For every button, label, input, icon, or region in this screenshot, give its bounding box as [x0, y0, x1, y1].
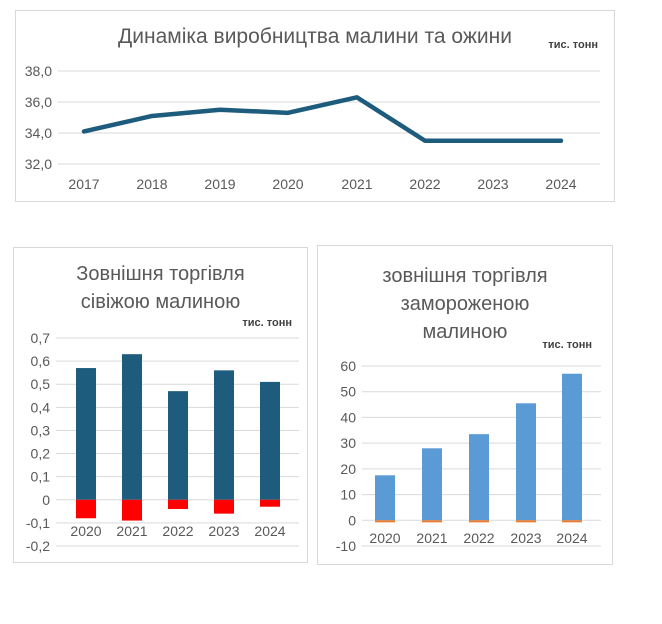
svg-text:2022: 2022: [162, 523, 193, 539]
svg-text:2024: 2024: [545, 176, 576, 192]
svg-text:30: 30: [340, 435, 356, 451]
fresh-trade-bar-chart: 0,7 0,6 0,5 0,4 0,3 0,2 0,1 0 -0,1 -0,2 2020 2021 20…: [26, 330, 299, 554]
svg-text:0,2: 0,2: [31, 446, 51, 462]
svg-text:2024: 2024: [254, 523, 285, 539]
svg-text:0: 0: [42, 492, 50, 508]
svg-text:2020: 2020: [369, 530, 400, 546]
svg-text:0,4: 0,4: [31, 399, 51, 415]
svg-text:-0,2: -0,2: [26, 538, 50, 554]
svg-text:2020: 2020: [272, 176, 303, 192]
svg-text:0,1: 0,1: [31, 469, 51, 485]
svg-text:-0,1: -0,1: [26, 515, 50, 531]
svg-text:2022: 2022: [409, 176, 440, 192]
svg-text:2019: 2019: [204, 176, 235, 192]
chart-panel-production: Динаміка виробництва малини та ожини тис…: [15, 10, 615, 202]
svg-text:-10: -10: [336, 538, 356, 554]
svg-text:0: 0: [348, 512, 356, 528]
svg-text:2023: 2023: [510, 530, 541, 546]
svg-text:0,7: 0,7: [31, 330, 51, 346]
svg-text:2020: 2020: [70, 523, 101, 539]
frozen-trade-bar-chart: 60 50 40 30 20 10 0 -10 2020 2021 2022 2023 2024: [336, 358, 601, 554]
svg-text:2018: 2018: [136, 176, 167, 192]
svg-text:34,0: 34,0: [25, 125, 52, 141]
svg-text:0,3: 0,3: [31, 422, 51, 438]
svg-text:2023: 2023: [208, 523, 239, 539]
svg-text:32,0: 32,0: [25, 156, 52, 172]
chart-panel-fresh-trade: Зовнішня торгівля сівіжою малиною тис. т…: [13, 247, 308, 563]
production-line-chart: 38,0 36,0 34,0 32,0 2017 2018 2019 2020 2021 2022…: [25, 63, 600, 192]
svg-text:2021: 2021: [341, 176, 372, 192]
svg-text:38,0: 38,0: [25, 63, 52, 79]
unit-label-production: тис. тонн: [548, 39, 598, 51]
svg-text:2022: 2022: [463, 530, 494, 546]
svg-text:0,5: 0,5: [31, 376, 51, 392]
svg-text:2023: 2023: [477, 176, 508, 192]
svg-text:10: 10: [340, 487, 356, 503]
chart-panel-frozen-trade: зовнішня торгівля замороженою малиною ти…: [317, 245, 613, 565]
svg-text:2017: 2017: [68, 176, 99, 192]
unit-label-frozen-trade: тис. тонн: [542, 339, 592, 351]
unit-label-fresh-trade: тис. тонн: [242, 317, 292, 329]
svg-text:20: 20: [340, 461, 356, 477]
svg-text:2021: 2021: [416, 530, 447, 546]
svg-text:0,6: 0,6: [31, 353, 51, 369]
svg-text:40: 40: [340, 409, 356, 425]
svg-text:36,0: 36,0: [25, 94, 52, 110]
svg-text:2021: 2021: [116, 523, 147, 539]
svg-text:60: 60: [340, 358, 356, 374]
svg-text:50: 50: [340, 384, 356, 400]
svg-text:2024: 2024: [556, 530, 587, 546]
